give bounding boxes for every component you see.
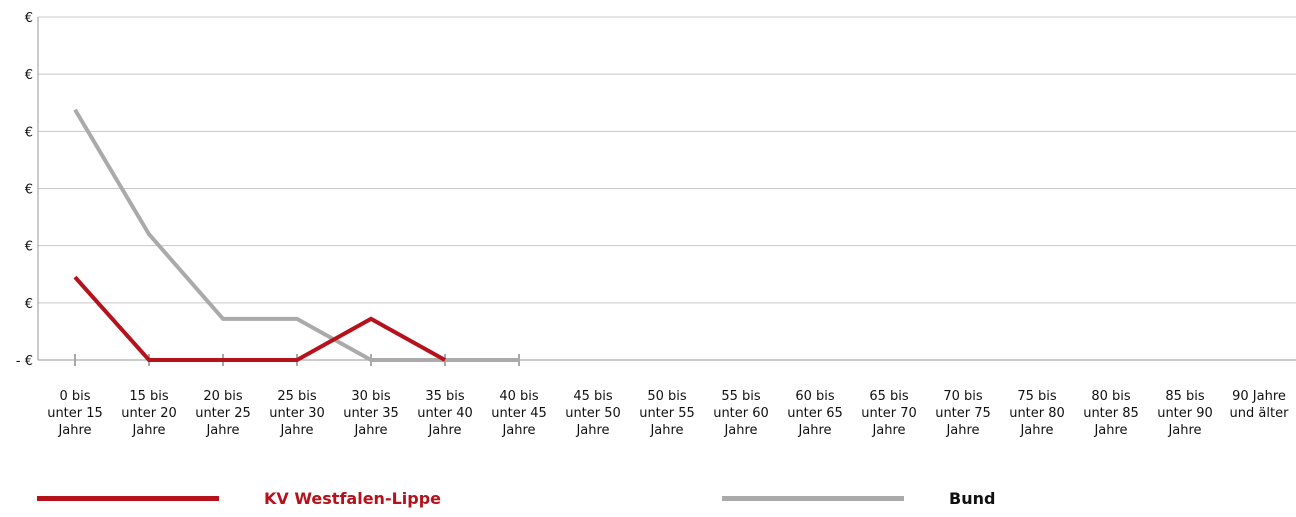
x-tick-label-line: Jahre — [1093, 423, 1127, 438]
x-tick-label-line: Jahre — [57, 423, 91, 438]
x-tick-label-line: Jahre — [131, 423, 165, 438]
x-tick-label: 70 bis unter 75 Jahre — [935, 389, 991, 438]
x-tick-label-line: 0 bis — [59, 389, 90, 404]
x-tick-label-line: Jahre — [279, 423, 313, 438]
x-tick-label-line: 75 bis — [1017, 389, 1057, 404]
x-tick-label-line: Jahre — [1167, 423, 1201, 438]
x-tick-label-line: 25 bis — [277, 389, 317, 404]
x-tick-label-line: unter 40 — [417, 406, 473, 421]
legend-swatch-bund — [722, 495, 904, 501]
x-tick-label: 25 bis unter 30 Jahre — [269, 389, 325, 438]
series-line-kv-westfalen-lippe — [73, 275, 446, 362]
x-tick-label-line: Jahre — [501, 423, 535, 438]
x-tick-label-line: unter 30 — [269, 406, 325, 421]
x-tick-label: 0 bis unter 15 Jahre — [47, 389, 103, 438]
x-tick-label: 65 bis unter 70 Jahre — [861, 389, 917, 438]
x-tick-label-line: 20 bis — [203, 389, 243, 404]
x-tick-label: 45 bis unter 50 Jahre — [565, 389, 621, 438]
axes — [37, 17, 1296, 366]
y-tick-label: € — [25, 125, 33, 140]
x-tick-label-line: Jahre — [353, 423, 387, 438]
x-tick-label-line: 65 bis — [869, 389, 909, 404]
x-tick-label-line: unter 35 — [343, 406, 399, 421]
x-tick-label-line: 15 bis — [129, 389, 169, 404]
y-tick-label: € — [25, 240, 33, 255]
x-tick-label: 50 bis unter 55 Jahre — [639, 389, 695, 438]
x-tick-label-line: Jahre — [427, 423, 461, 438]
x-tick-label-line: 80 bis — [1091, 389, 1131, 404]
x-tick-label-line: Jahre — [723, 423, 757, 438]
x-tick-label-line: 70 bis — [943, 389, 983, 404]
y-tick-label: - € — [16, 354, 33, 369]
x-tick-label: 60 bis unter 65 Jahre — [787, 389, 843, 438]
x-tick-label-line: 30 bis — [351, 389, 391, 404]
x-tick-label-line: 45 bis — [573, 389, 613, 404]
x-tick-label-line: unter 60 — [713, 406, 769, 421]
legend-item-kv-westfalen-lippe: KV Westfalen-Lippe — [37, 485, 441, 511]
x-tick-label-line: Jahre — [797, 423, 831, 438]
x-tick-label-line: 60 bis — [795, 389, 835, 404]
x-tick-label-line: und älter — [1230, 406, 1290, 421]
x-tick-label-line: unter 75 — [935, 406, 991, 421]
x-tick-label: 20 bis unter 25 Jahre — [195, 389, 251, 438]
x-tick-label: 30 bis unter 35 Jahre — [343, 389, 399, 438]
x-tick-label: 80 bis unter 85 Jahre — [1083, 389, 1139, 438]
legend-label-bund: Bund — [949, 488, 996, 508]
x-tick-label-line: Jahre — [871, 423, 905, 438]
x-tick-label-line: unter 70 — [861, 406, 917, 421]
legend-swatch-kv — [37, 495, 219, 501]
y-axis-tick-labels: - € € € € € € € — [16, 11, 33, 369]
y-tick-label: € — [25, 11, 33, 26]
x-tick-label-line: 40 bis — [499, 389, 539, 404]
x-tick-label-line: 90 Jahre — [1232, 389, 1286, 404]
x-tick-label-line: 50 bis — [647, 389, 687, 404]
series-lines — [73, 108, 520, 362]
x-tick-label-line: Jahre — [945, 423, 979, 438]
x-tick-label-line: Jahre — [575, 423, 609, 438]
x-tick-label-line: unter 55 — [639, 406, 695, 421]
y-tick-label: € — [25, 183, 33, 198]
x-tick-label-line: Jahre — [205, 423, 239, 438]
x-tick-label: 55 bis unter 60 Jahre — [713, 389, 769, 438]
x-tick-label-line: unter 85 — [1083, 406, 1139, 421]
legend-item-bund: Bund — [722, 485, 995, 511]
y-tick-label: € — [25, 68, 33, 83]
x-tick-label: 90 Jahre und älter — [1230, 389, 1290, 421]
x-tick-label-line: unter 65 — [787, 406, 843, 421]
x-tick-label-line: unter 45 — [491, 406, 547, 421]
x-tick-label-line: Jahre — [649, 423, 683, 438]
x-tick-label: 85 bis unter 90 Jahre — [1157, 389, 1213, 438]
x-tick-label-line: Jahre — [1019, 423, 1053, 438]
gridlines — [38, 16, 1296, 304]
series-line-bund — [73, 108, 519, 362]
x-tick-label: 40 bis unter 45 Jahre — [491, 389, 547, 438]
x-tick-label-line: unter 80 — [1009, 406, 1065, 421]
x-tick-label-line: unter 20 — [121, 406, 177, 421]
x-tick-label: 35 bis unter 40 Jahre — [417, 389, 473, 438]
y-tick-label: € — [25, 297, 33, 312]
x-tick-label-line: unter 25 — [195, 406, 251, 421]
legend-label-kv: KV Westfalen-Lippe — [264, 488, 442, 508]
x-tick-label-line: 35 bis — [425, 389, 465, 404]
x-tick-label-line: 55 bis — [721, 389, 761, 404]
x-tick-label-line: 85 bis — [1165, 389, 1205, 404]
x-tick-label-line: unter 90 — [1157, 406, 1213, 421]
x-tick-label: 75 bis unter 80 Jahre — [1009, 389, 1065, 438]
x-tick-label-line: unter 15 — [47, 406, 103, 421]
x-tick-label-line: unter 50 — [565, 406, 621, 421]
x-tick-label: 15 bis unter 20 Jahre — [121, 389, 177, 438]
